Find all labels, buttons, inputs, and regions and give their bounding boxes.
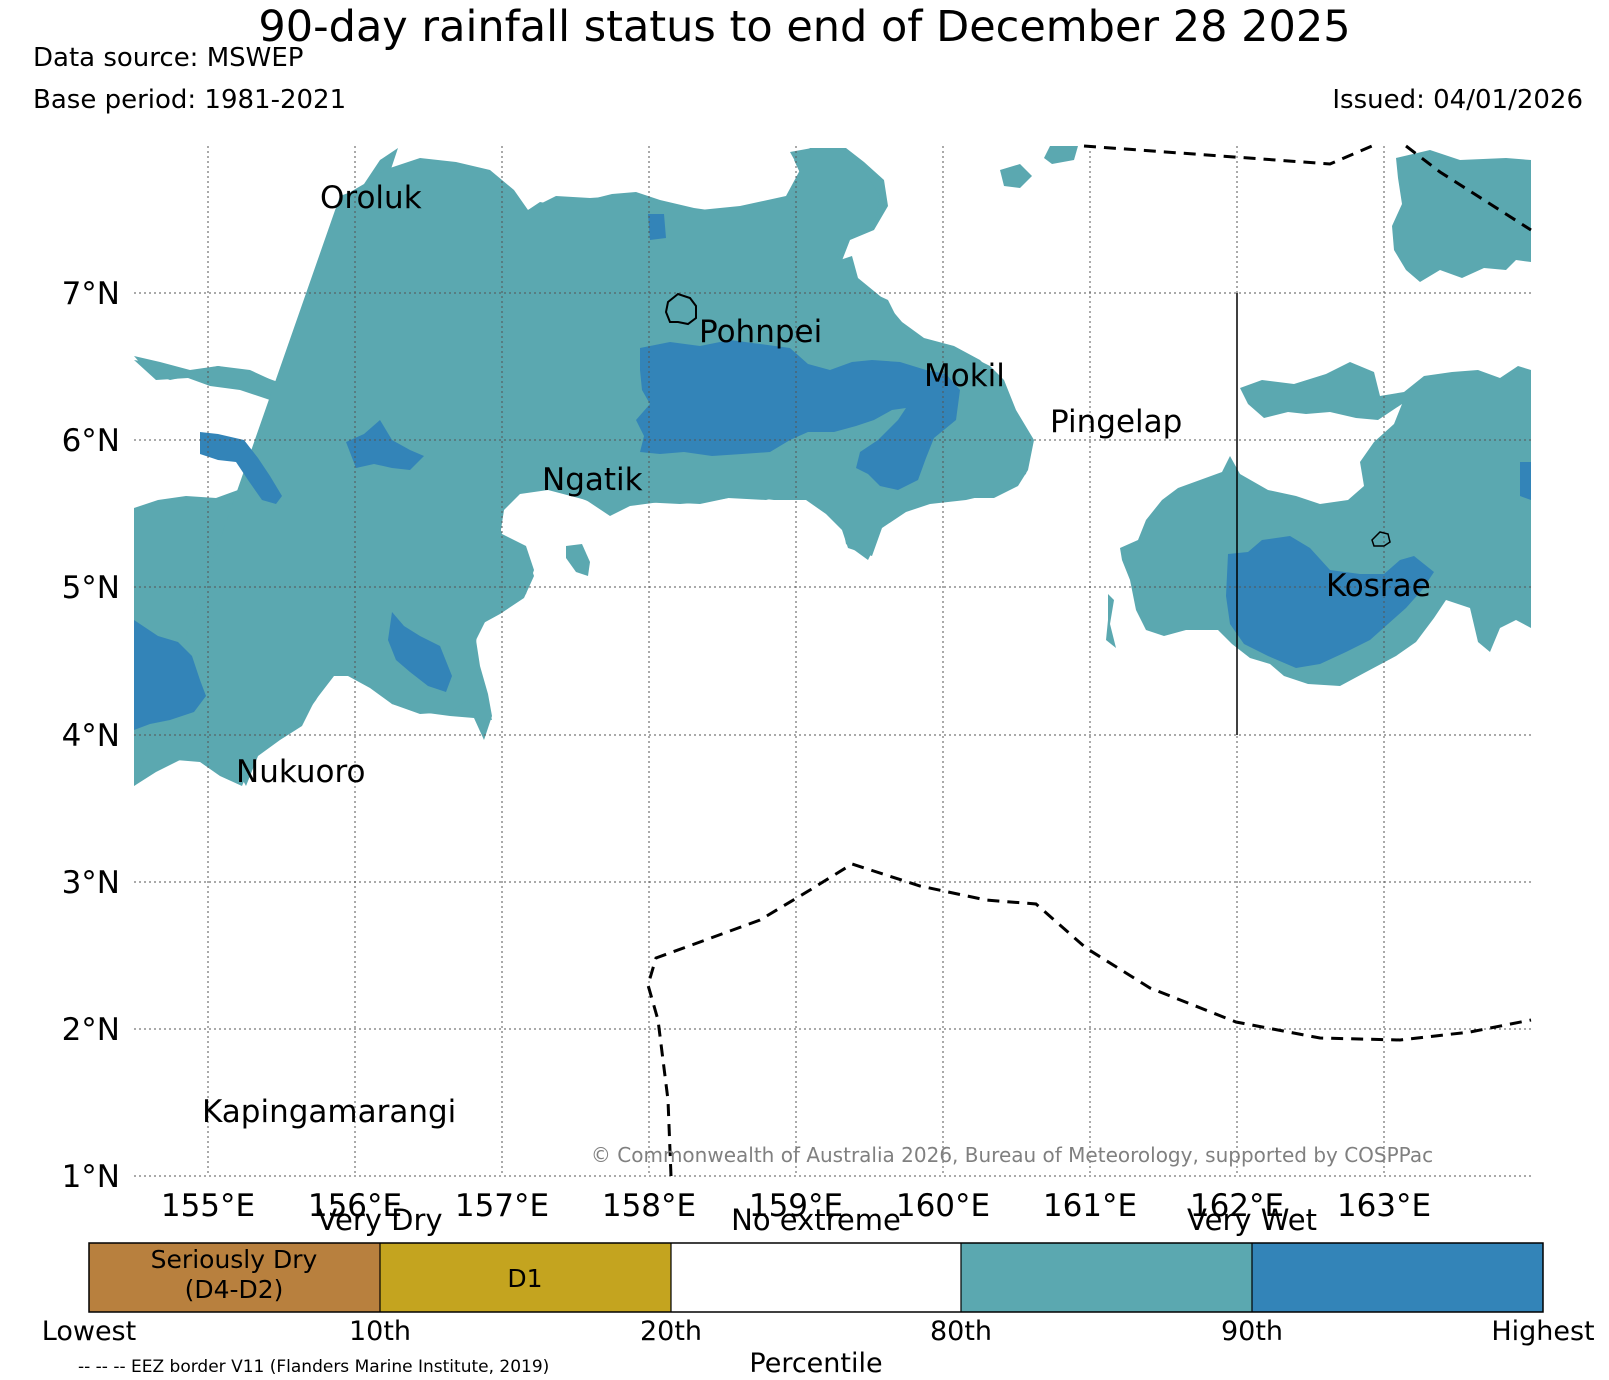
- very-much-wet-sw: [134, 620, 206, 730]
- legend-group-very-dry: Very Dry: [317, 1203, 442, 1237]
- lon-label: 157°E: [455, 1188, 549, 1224]
- pohnpei-island-icon: [664, 292, 697, 326]
- lon-label: 156°E: [308, 1188, 402, 1224]
- rainfall-regions: [134, 146, 1531, 786]
- eez-note: -- -- -- EEZ border V11 (Flanders Marine…: [78, 1357, 549, 1377]
- legend-swatch-very-much-wet: [1252, 1243, 1543, 1312]
- legend-tick: Lowest: [42, 1316, 136, 1347]
- legend-swatch-d1: [380, 1243, 671, 1312]
- legend-dividers: [379, 1243, 1253, 1312]
- legend-swatch-very-wet: [961, 1243, 1252, 1312]
- data-source: Data source: MSWEP: [33, 43, 304, 73]
- place-ngatik: Ngatik: [542, 462, 643, 498]
- very-much-wet-e-edge: [1520, 462, 1531, 500]
- place-kapingamarangi: Kapingamarangi: [202, 1094, 456, 1130]
- place-nukuoro: Nukuoro: [236, 754, 365, 790]
- legend-tick: Highest: [1491, 1316, 1594, 1347]
- map-title: 90-day rainfall status to end of Decembe…: [258, 2, 1351, 52]
- very-wet-region-oroluk: [134, 148, 1032, 786]
- copyright-notice: © Commonwealth of Australia 2026, Bureau…: [591, 1143, 1433, 1167]
- legend-group-no-extreme: No extreme: [731, 1203, 901, 1237]
- legend-cat-seriously-dry-line1: Seriously Dry: [151, 1245, 318, 1274]
- legend-cat-seriously-dry-line2: (D4-D2): [185, 1275, 284, 1304]
- legend-swatch-no-extreme: [671, 1243, 961, 1312]
- very-much-wet-kosrae: [1226, 536, 1434, 668]
- eez-border: [646, 144, 1532, 1177]
- place-pohnpei: Pohnpei: [699, 314, 822, 350]
- lat-label: 1°N: [62, 1159, 120, 1195]
- very-wet-region-east: [1120, 362, 1531, 686]
- lon-label: 162°E: [1190, 1188, 1284, 1224]
- base-period: Base period: 1981-2021: [33, 85, 347, 115]
- legend-tick: 20th: [640, 1316, 702, 1347]
- very-much-wet-patch-n: [648, 214, 666, 240]
- legend-border: [88, 1242, 1544, 1313]
- kosrae-island-icon: [1371, 531, 1391, 547]
- lon-label: 159°E: [749, 1188, 843, 1224]
- legend: Very Dry No extreme Very Wet Seriously D…: [42, 1203, 1595, 1379]
- very-wet-patch-n2: [1000, 164, 1032, 188]
- legend-swatch-seriously-dry: [89, 1243, 380, 1312]
- legend-cat-d1: D1: [507, 1264, 542, 1293]
- lon-label: 158°E: [602, 1188, 696, 1224]
- legend-axis-label: Percentile: [749, 1348, 882, 1379]
- very-much-wet-west1: [200, 432, 282, 504]
- lat-label: 4°N: [62, 718, 120, 754]
- very-wet-patch-s2: [1106, 594, 1116, 648]
- legend-tick: 90th: [1221, 1316, 1283, 1347]
- place-pingelap: Pingelap: [1050, 404, 1182, 440]
- very-wet-patch-n1: [1044, 146, 1078, 164]
- place-labels: Oroluk Pohnpei Mokil Pingelap Ngatik Kos…: [202, 180, 1431, 1130]
- lat-label: 2°N: [62, 1012, 120, 1048]
- lon-label: 160°E: [896, 1188, 990, 1224]
- legend-tick: 80th: [930, 1316, 992, 1347]
- longitude-labels: 155°E 156°E 157°E 158°E 159°E 160°E 161°…: [161, 1188, 1431, 1224]
- lat-label: 5°N: [62, 570, 120, 606]
- legend-tick: 10th: [349, 1316, 411, 1347]
- lon-label: 161°E: [1043, 1188, 1137, 1224]
- legend-group-very-wet: Very Wet: [1187, 1203, 1317, 1237]
- lat-label: 3°N: [62, 865, 120, 901]
- issued-date: Issued: 04/01/2026: [1332, 85, 1583, 115]
- place-kosrae: Kosrae: [1326, 568, 1431, 604]
- place-oroluk: Oroluk: [320, 180, 422, 216]
- lat-label: 7°N: [62, 276, 120, 312]
- very-much-wet-pohnpei: [636, 340, 960, 490]
- very-wet-region-ne: [1392, 150, 1531, 282]
- very-much-wet-west2: [346, 420, 424, 470]
- lon-label: 163°E: [1337, 1188, 1431, 1224]
- very-much-wet-central-s: [388, 612, 452, 692]
- latitude-labels: 7°N 6°N 5°N 4°N 3°N 2°N 1°N: [62, 276, 120, 1195]
- lat-label: 6°N: [62, 423, 120, 459]
- place-mokil: Mokil: [924, 358, 1005, 394]
- very-wet-patch-s1: [566, 544, 590, 576]
- lon-label: 155°E: [161, 1188, 255, 1224]
